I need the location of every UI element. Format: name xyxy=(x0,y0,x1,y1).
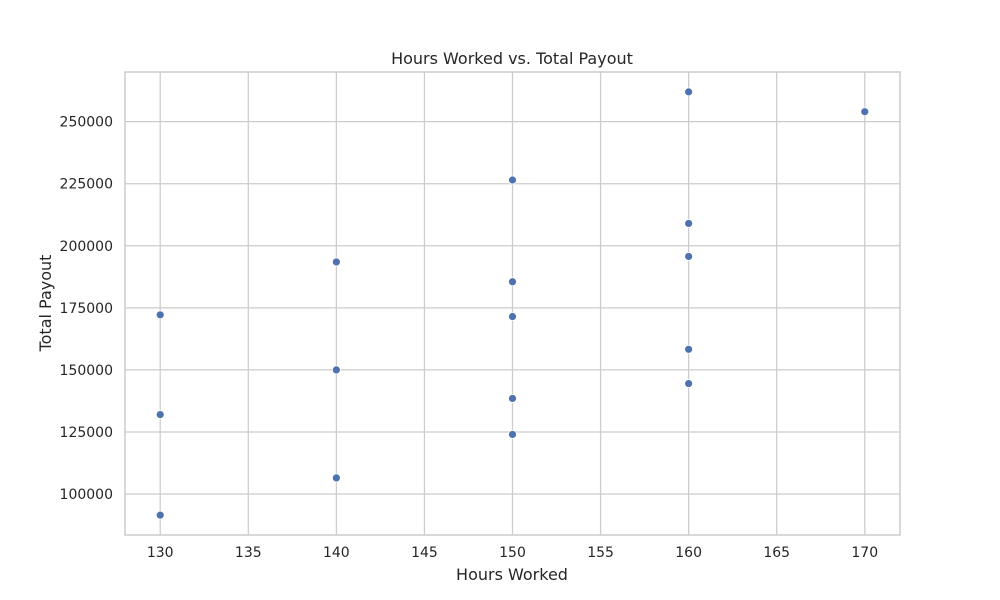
data-point xyxy=(508,394,517,403)
data-point xyxy=(508,277,517,287)
x-tick-label: 150 xyxy=(499,545,526,561)
y-tick-labels: 100000 125000 150000 175000 200000 225000 2500… xyxy=(60,115,113,503)
x-tick-label: 165 xyxy=(763,545,790,561)
x-tick-label: 130 xyxy=(147,545,174,561)
data-point xyxy=(155,410,165,419)
data-point xyxy=(331,257,341,267)
y-gridlines xyxy=(125,121,900,495)
data-point xyxy=(860,107,870,117)
data-point xyxy=(684,87,694,97)
y-tick-label: 125000 xyxy=(60,425,113,441)
y-tick-label: 175000 xyxy=(60,301,113,317)
x-tick-label: 160 xyxy=(675,545,702,561)
x-axis-label: Hours Worked xyxy=(456,565,568,584)
data-point xyxy=(508,175,517,185)
data-point xyxy=(684,344,694,354)
y-tick-label: 200000 xyxy=(60,239,113,255)
data-point xyxy=(684,219,694,228)
chart-title: Hours Worked vs. Total Payout xyxy=(391,49,633,68)
y-axis-label: Total Payout xyxy=(36,255,55,353)
data-point xyxy=(684,252,694,261)
y-tick-label: 100000 xyxy=(60,487,113,503)
x-tick-label: 145 xyxy=(411,545,438,561)
data-point xyxy=(684,379,694,388)
data-point xyxy=(331,365,341,375)
y-tick-label: 250000 xyxy=(60,115,113,131)
x-gridlines xyxy=(159,72,866,535)
data-point xyxy=(508,312,517,321)
data-point xyxy=(331,473,341,483)
data-points xyxy=(155,87,870,520)
x-tick-label: 140 xyxy=(323,545,350,561)
x-tick-labels: 130 135 140 145 150 155 160 165 170 xyxy=(147,545,878,561)
y-tick-label: 225000 xyxy=(60,177,113,193)
x-tick-label: 135 xyxy=(235,545,262,561)
data-point xyxy=(508,430,517,439)
x-tick-label: 170 xyxy=(851,545,878,561)
y-tick-label: 150000 xyxy=(60,363,113,379)
data-point xyxy=(155,310,165,320)
x-tick-label: 155 xyxy=(587,545,614,561)
data-point xyxy=(155,510,165,520)
plot-frame xyxy=(124,71,901,536)
